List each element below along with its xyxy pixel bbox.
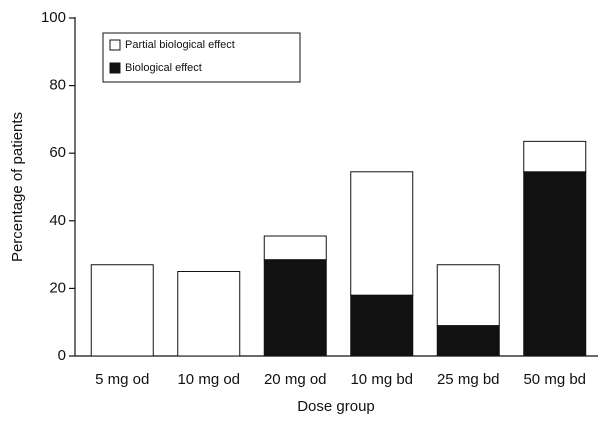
x-tick-label: 5 mg od <box>95 371 149 388</box>
legend-label: Biological effect <box>125 62 202 74</box>
legend-box <box>102 32 301 83</box>
legend-swatch <box>109 62 121 74</box>
bar-segment <box>436 264 500 327</box>
bar-segment <box>263 235 327 261</box>
y-tick-label: 0 <box>58 347 66 364</box>
y-tick-label: 60 <box>49 144 66 161</box>
legend-label: Partial biological effect <box>125 39 235 51</box>
y-tick-label: 100 <box>41 9 66 26</box>
legend-swatch <box>109 39 121 51</box>
x-tick-label: 25 mg bd <box>437 371 500 388</box>
bar-segment <box>436 325 500 357</box>
y-tick-label: 20 <box>49 279 66 296</box>
bar-segment <box>90 264 154 357</box>
bar-segment <box>523 140 587 173</box>
x-tick-label: 10 mg od <box>177 371 240 388</box>
y-tick-label: 40 <box>49 212 66 229</box>
x-tick-label: 10 mg bd <box>350 371 413 388</box>
bar-segment <box>177 271 241 357</box>
bar-segment <box>263 259 327 357</box>
x-tick-label: 50 mg bd <box>523 371 586 388</box>
y-tick-label: 80 <box>49 77 66 94</box>
bar-segment <box>350 294 414 357</box>
bar-segment <box>350 171 414 296</box>
x-tick-label: 20 mg od <box>264 371 327 388</box>
x-axis-label: Dose group <box>297 398 375 415</box>
bar-segment <box>523 171 587 357</box>
y-axis-label: Percentage of patients <box>9 112 26 262</box>
